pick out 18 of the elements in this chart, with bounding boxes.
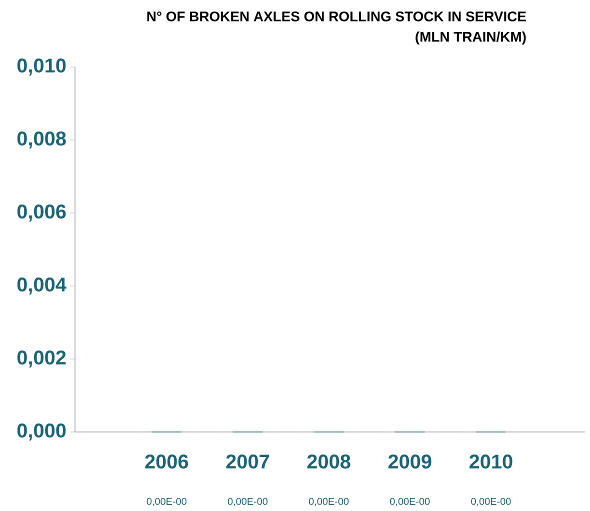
data-label: 0,00E-00 [471, 498, 511, 506]
data-label: 0,00E-00 [228, 498, 268, 506]
data-label: 0,00E-00 [146, 498, 186, 506]
data-label: 0,00E-00 [390, 498, 430, 506]
y-tick-label: 0,010 [17, 58, 66, 76]
x-tick-label: 2008 [307, 454, 350, 469]
x-tick-label: 2006 [145, 454, 188, 469]
chart-subtitle: (MLN TRAIN/KM) [416, 32, 526, 45]
x-tick-label: 2007 [226, 454, 269, 469]
data-label: 0,00E-00 [308, 498, 349, 506]
y-tick-label: 0,000 [17, 423, 66, 440]
x-tick-label: 2009 [388, 454, 432, 469]
y-tick-label: 0,004 [17, 277, 66, 294]
x-tick-label: 2010 [469, 454, 512, 469]
chart-title: N° OF BROKEN AXLES ON ROLLING STOCK IN SERVICE [147, 12, 526, 22]
y-tick-label: 0,006 [17, 204, 66, 222]
y-tick-label: 0,008 [17, 131, 66, 148]
y-tick-label: 0,002 [17, 350, 66, 368]
